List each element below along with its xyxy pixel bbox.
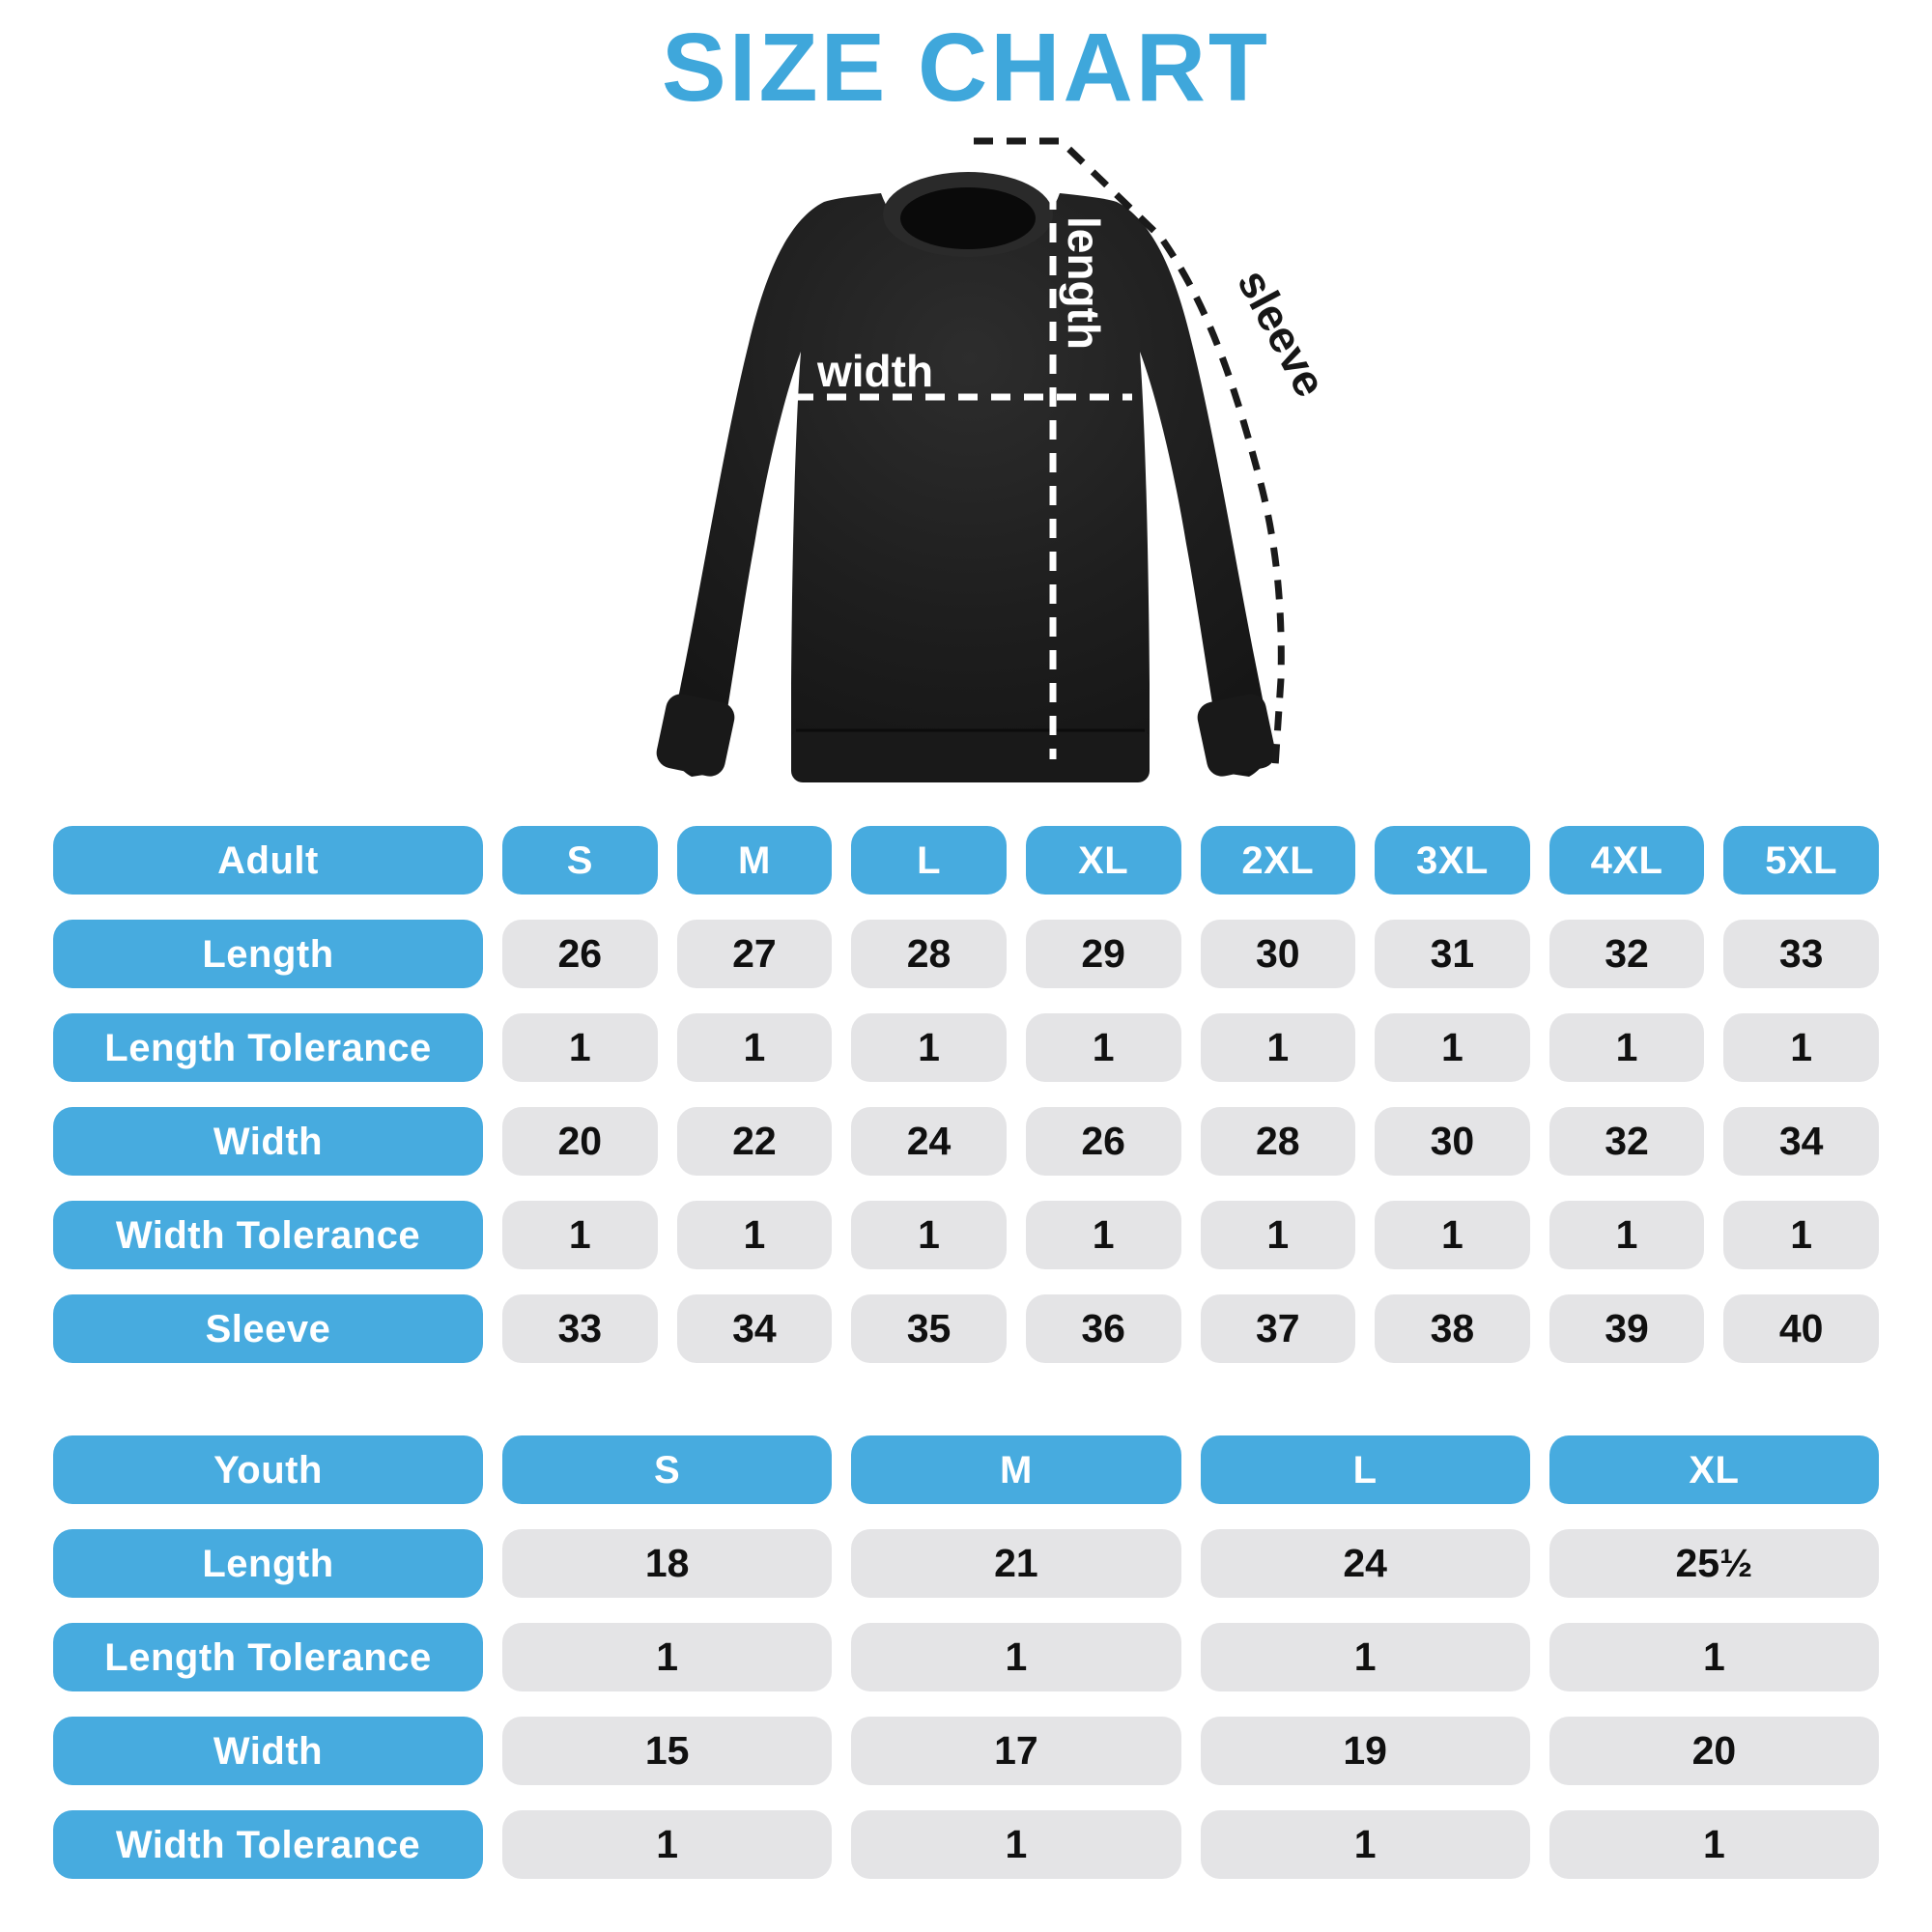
size-column-header: L (1200, 1435, 1530, 1504)
value-cell: 40 (1723, 1294, 1879, 1363)
row-label: Width (53, 1107, 483, 1176)
row-label: Sleeve (53, 1294, 483, 1363)
value-cell: 38 (1375, 1294, 1530, 1363)
sweatshirt-body (656, 172, 1276, 782)
size-column-header: 2XL (1200, 826, 1356, 895)
value-cell: 1 (1200, 1810, 1530, 1879)
size-column-header: XL (1548, 1435, 1879, 1504)
value-cell: 31 (1375, 920, 1530, 988)
row-label: Length Tolerance (53, 1013, 483, 1082)
row-label: Length (53, 1529, 483, 1598)
value-cell: 1 (1548, 1623, 1879, 1691)
width-label: width (816, 346, 933, 396)
value-cell: 18 (502, 1529, 833, 1598)
adult-size-table: Adult S M L XL 2XL 3XL 4XL 5XL Length 26 27 28 29 30 31… (53, 826, 1879, 1363)
value-cell: 1 (676, 1201, 833, 1269)
value-cell: 32 (1548, 920, 1705, 988)
value-cell: 35 (851, 1294, 1007, 1363)
value-cell: 17 (851, 1717, 1181, 1785)
value-cell: 28 (851, 920, 1007, 988)
value-cell: 29 (1025, 920, 1181, 988)
value-cell: 26 (1025, 1107, 1181, 1176)
value-cell: 1 (851, 1623, 1181, 1691)
right-cuff (1197, 694, 1276, 777)
value-cell: 1 (1723, 1201, 1879, 1269)
value-cell: 24 (1200, 1529, 1530, 1598)
row-label: Width Tolerance (53, 1201, 483, 1269)
value-cell: 20 (1548, 1717, 1879, 1785)
size-column-header: 4XL (1548, 826, 1705, 895)
size-column-header: S (502, 826, 658, 895)
hem-band (791, 728, 1150, 782)
row-label: Length (53, 920, 483, 988)
sleeve-measure-line (974, 137, 1285, 768)
value-cell: 1 (502, 1201, 658, 1269)
page-title: SIZE CHART (662, 14, 1270, 122)
value-cell: 1 (1375, 1013, 1530, 1082)
size-column-header: M (676, 826, 833, 895)
size-column-header: M (851, 1435, 1181, 1504)
value-cell: 32 (1548, 1107, 1705, 1176)
length-label: length (1059, 216, 1109, 350)
value-cell: 19 (1200, 1717, 1530, 1785)
value-cell: 39 (1548, 1294, 1705, 1363)
row-label: Width Tolerance (53, 1810, 483, 1879)
value-cell: 27 (676, 920, 833, 988)
row-label: Length Tolerance (53, 1623, 483, 1691)
value-cell: 1 (1723, 1013, 1879, 1082)
value-cell: 30 (1200, 920, 1356, 988)
value-cell: 21 (851, 1529, 1181, 1598)
value-cell: 25½ (1548, 1529, 1879, 1598)
value-cell: 1 (502, 1623, 833, 1691)
value-cell: 1 (1200, 1013, 1356, 1082)
value-cell: 1 (1200, 1623, 1530, 1691)
table-header-label: Adult (53, 826, 483, 895)
left-cuff (656, 694, 735, 777)
size-column-header: S (502, 1435, 833, 1504)
collar-opening (900, 187, 1036, 249)
value-cell: 1 (502, 1013, 658, 1082)
value-cell: 1 (1548, 1013, 1705, 1082)
value-cell: 24 (851, 1107, 1007, 1176)
size-column-header: 5XL (1723, 826, 1879, 895)
value-cell: 34 (1723, 1107, 1879, 1176)
size-column-header: XL (1025, 826, 1181, 895)
value-cell: 28 (1200, 1107, 1356, 1176)
value-cell: 1 (1025, 1201, 1181, 1269)
size-column-header: 3XL (1375, 826, 1530, 895)
sweatshirt-measurement-diagram: width length sleeve (531, 104, 1401, 819)
sleeve-label: sleeve (1228, 261, 1336, 405)
value-cell: 33 (502, 1294, 658, 1363)
value-cell: 22 (676, 1107, 833, 1176)
value-cell: 1 (851, 1201, 1007, 1269)
row-label: Width (53, 1717, 483, 1785)
size-column-header: L (851, 826, 1007, 895)
value-cell: 30 (1375, 1107, 1530, 1176)
value-cell: 34 (676, 1294, 833, 1363)
value-cell: 36 (1025, 1294, 1181, 1363)
value-cell: 26 (502, 920, 658, 988)
value-cell: 1 (502, 1810, 833, 1879)
value-cell: 1 (1548, 1201, 1705, 1269)
value-cell: 1 (1548, 1810, 1879, 1879)
value-cell: 37 (1200, 1294, 1356, 1363)
value-cell: 20 (502, 1107, 658, 1176)
value-cell: 15 (502, 1717, 833, 1785)
value-cell: 1 (1375, 1201, 1530, 1269)
value-cell: 1 (1200, 1201, 1356, 1269)
value-cell: 1 (851, 1013, 1007, 1082)
value-cell: 1 (1025, 1013, 1181, 1082)
table-header-label: Youth (53, 1435, 483, 1504)
value-cell: 1 (851, 1810, 1181, 1879)
value-cell: 33 (1723, 920, 1879, 988)
value-cell: 1 (676, 1013, 833, 1082)
sweatshirt-graphic: width length sleeve (656, 137, 1336, 782)
youth-size-table: Youth S M L XL Length 18 21 24 25½ Length Toleranc… (53, 1435, 1879, 1879)
